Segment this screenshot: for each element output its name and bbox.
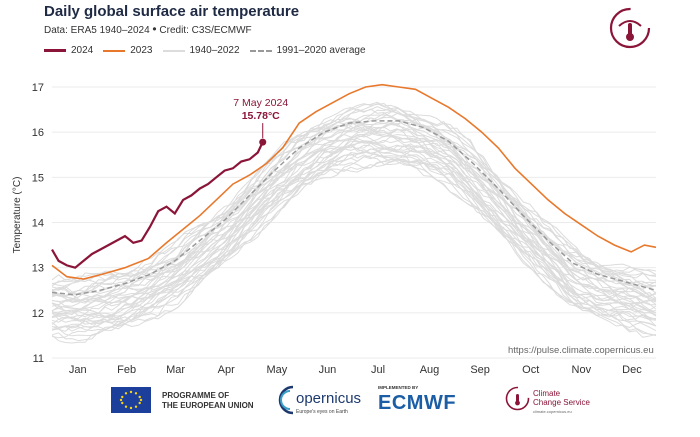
chart-subtitle: Data: ERA5 1940–2024 • Credit: C3S/ECMWF: [44, 22, 252, 36]
data-source-text: Data: ERA5 1940–2024: [44, 25, 150, 36]
x-tick-label: Dec: [622, 364, 642, 376]
historical-year-line: [51, 136, 657, 322]
legend-item-historical: 1940–2022: [162, 45, 240, 56]
copernicus-tagline: Europe's eyes on Earth: [296, 409, 348, 415]
historical-year-line: [51, 102, 657, 287]
historical-year-line: [51, 158, 657, 342]
credit-text: Credit: C3S/ECMWF: [159, 25, 252, 36]
historical-year-line: [51, 154, 657, 337]
series-group: [51, 83, 657, 296]
x-tick-label: Jul: [371, 364, 385, 376]
legend-item-2024: 2024: [44, 45, 93, 56]
y-tick-label: 17: [32, 82, 44, 94]
legend-label-2024: 2024: [71, 45, 94, 56]
y-tick-label: 16: [32, 127, 44, 139]
historical-year-line: [51, 159, 657, 344]
historical-year-line: [51, 143, 657, 325]
series-line-2023: [51, 83, 657, 280]
implemented-by-text: IMPLEMENTED BY: [378, 385, 419, 390]
eu-line-2: THE EUROPEAN UNION: [162, 401, 254, 410]
historical-year-line: [51, 121, 657, 310]
annotation-group: 7 May 2024 15.78°C: [233, 97, 288, 139]
series-line-average: [51, 120, 657, 296]
historical-year-line: [51, 120, 657, 304]
c3s-wordmark: Climate Change Service: [533, 389, 590, 407]
annotation-date: 7 May 2024: [233, 97, 288, 109]
source-url[interactable]: https://pulse.climate.copernicus.eu: [508, 345, 654, 356]
historical-year-line: [51, 107, 657, 295]
historical-year-line: [51, 132, 657, 318]
eu-programme-text: PROGRAMME OF THE EUROPEAN UNION: [162, 391, 254, 411]
temperature-chart: Temperature (°C) 11 12 13 14 15 16 17 Jan Feb Ma…: [12, 82, 657, 376]
y-tick-label: 11: [33, 353, 44, 365]
historical-year-line: [51, 138, 657, 319]
separator-dot: •: [152, 22, 157, 36]
eu-flag-icon: [111, 387, 151, 413]
annotation-value: 15.78°C: [242, 110, 280, 122]
ecmwf-wordmark: ECMWF: [378, 392, 457, 414]
legend-swatch-2024: [44, 49, 66, 52]
copernicus-wordmark: opernicus: [296, 390, 362, 407]
historical-series-group: [51, 101, 657, 344]
legend-swatch-average: [249, 49, 272, 52]
x-tick-label: Jun: [319, 364, 337, 376]
c3s-tagline: climate.copernicus.eu: [533, 409, 572, 414]
historical-year-line: [51, 101, 657, 285]
historical-year-line: [51, 147, 657, 332]
historical-year-line: [51, 106, 657, 286]
climate-pulse-icon: [609, 7, 651, 49]
eu-line-1: PROGRAMME OF: [162, 391, 230, 400]
x-tick-label: Nov: [572, 364, 592, 376]
x-tick-label: Apr: [218, 364, 235, 376]
c3s-line-2: Change Service: [533, 398, 590, 407]
x-tick-label: Sep: [470, 364, 490, 376]
legend-label-average: 1991–2020 average: [276, 45, 366, 56]
y-tick-label: 13: [32, 263, 44, 275]
legend-swatch-historical: [162, 49, 185, 52]
chart-legend: 2024 2023 1940–2022 1991–2020 average: [44, 45, 366, 56]
x-tick-label: Aug: [420, 364, 440, 376]
x-tick-label: Oct: [522, 364, 539, 376]
legend-swatch-2023: [103, 49, 126, 52]
legend-item-average: 1991–2020 average: [249, 45, 366, 56]
copernicus-logo-icon: [278, 385, 294, 415]
y-axis-label: Temperature (°C): [12, 177, 23, 254]
x-tick-label: Jan: [69, 364, 87, 376]
latest-point-marker: [259, 138, 267, 146]
x-tick-label: Mar: [166, 364, 185, 376]
legend-label-historical: 1940–2022: [189, 45, 240, 56]
x-tick-label: Feb: [117, 364, 136, 376]
legend-item-2023: 2023: [103, 45, 153, 56]
chart-title: Daily global surface air temperature: [44, 3, 300, 20]
y-tick-label: 15: [32, 172, 44, 184]
series-line-2024: [51, 141, 264, 269]
x-axis-ticks: Jan Feb Mar Apr May Jun Jul Aug Sep Oct Nov Dec: [69, 364, 642, 376]
y-axis-ticks: 11 12 13 14 15 16 17: [32, 82, 44, 365]
y-tick-label: 14: [32, 218, 44, 230]
historical-year-line: [51, 133, 657, 320]
c3s-line-1: Climate: [533, 389, 561, 398]
c3s-logo-icon: [505, 386, 530, 411]
y-tick-label: 12: [32, 308, 44, 320]
historical-year-line: [51, 106, 657, 291]
footer-logos: PROGRAMME OF THE EUROPEAN UNION opernicu…: [0, 380, 700, 435]
x-tick-label: May: [266, 364, 287, 376]
legend-label-2023: 2023: [130, 45, 153, 56]
